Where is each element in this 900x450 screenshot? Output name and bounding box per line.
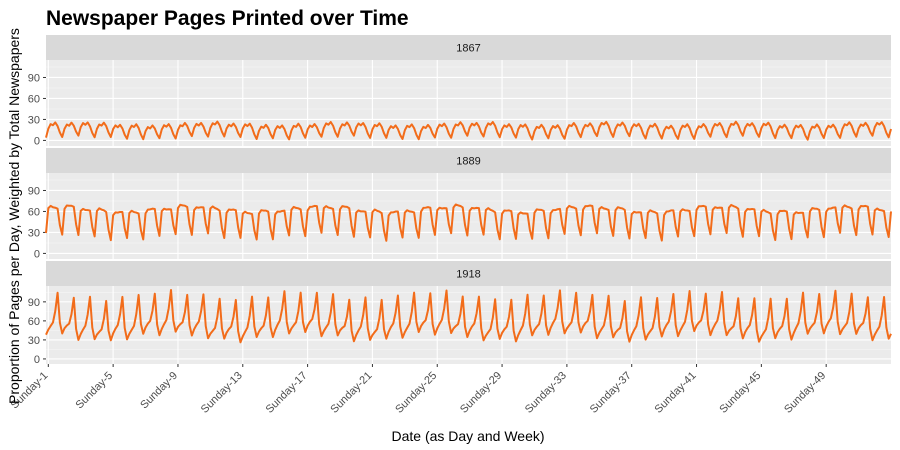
series-line-1889 bbox=[45, 203, 892, 242]
x-tick-label: Sunday-33 bbox=[523, 370, 569, 416]
y-tick-label: 60 bbox=[28, 93, 40, 105]
facet-strip-label: 1889 bbox=[456, 156, 480, 168]
facet-strip bbox=[46, 261, 891, 286]
y-axis-title: Proportion of Pages per Day, Weighted by… bbox=[6, 28, 22, 404]
y-tick-label: 30 bbox=[28, 114, 40, 126]
x-tick-label: Sunday-49 bbox=[782, 370, 828, 416]
series-line-1918 bbox=[45, 288, 892, 344]
y-tick-label: 30 bbox=[28, 227, 40, 239]
facet-strip bbox=[46, 35, 891, 60]
panel-background bbox=[46, 286, 891, 364]
y-tick-label: 0 bbox=[34, 248, 40, 260]
panels: 1867 0 30 60 90 1889 0 30 60 90 1918 0 30 60 90 bbox=[28, 35, 892, 366]
x-tick-label: Sunday-41 bbox=[653, 370, 699, 416]
facet-panel-1918: 1918 0 30 60 90 bbox=[28, 261, 892, 366]
y-tick-label: 60 bbox=[28, 316, 40, 328]
facet-strip-label: 1918 bbox=[456, 269, 480, 281]
y-tick-label: 0 bbox=[34, 354, 40, 366]
x-tick-label: Sunday-13 bbox=[199, 370, 245, 416]
x-tick-label: Sunday-29 bbox=[458, 370, 504, 416]
x-tick-label: Sunday-17 bbox=[264, 370, 310, 416]
chart-title: Newspaper Pages Printed over Time bbox=[46, 7, 409, 30]
x-tick-label: Sunday-37 bbox=[588, 370, 634, 416]
series-line-1867 bbox=[45, 120, 892, 141]
x-tick-label: Sunday-21 bbox=[328, 370, 374, 416]
y-tick-label: 90 bbox=[28, 297, 40, 309]
x-axis-title: Date (as Day and Week) bbox=[391, 428, 544, 444]
x-tick-label: Sunday-25 bbox=[393, 370, 439, 416]
y-tick-label: 90 bbox=[28, 185, 40, 197]
x-tick-label: Sunday-45 bbox=[717, 370, 763, 416]
y-tick-label: 0 bbox=[34, 135, 40, 147]
x-axis: Sunday-1 Sunday-5 Sunday-9 Sunday-13 Sunday-… bbox=[9, 364, 828, 416]
y-tick-label: 90 bbox=[28, 72, 40, 84]
y-tick-label: 30 bbox=[28, 335, 40, 347]
facet-strip-label: 1867 bbox=[456, 43, 480, 55]
facet-panel-1867: 1867 0 30 60 90 bbox=[28, 35, 892, 147]
x-tick-label: Sunday-9 bbox=[138, 370, 180, 412]
x-tick-label: Sunday-5 bbox=[73, 370, 115, 412]
facet-panel-1889: 1889 0 30 60 90 bbox=[28, 148, 892, 260]
facet-strip bbox=[46, 148, 891, 173]
y-tick-label: 60 bbox=[28, 206, 40, 218]
